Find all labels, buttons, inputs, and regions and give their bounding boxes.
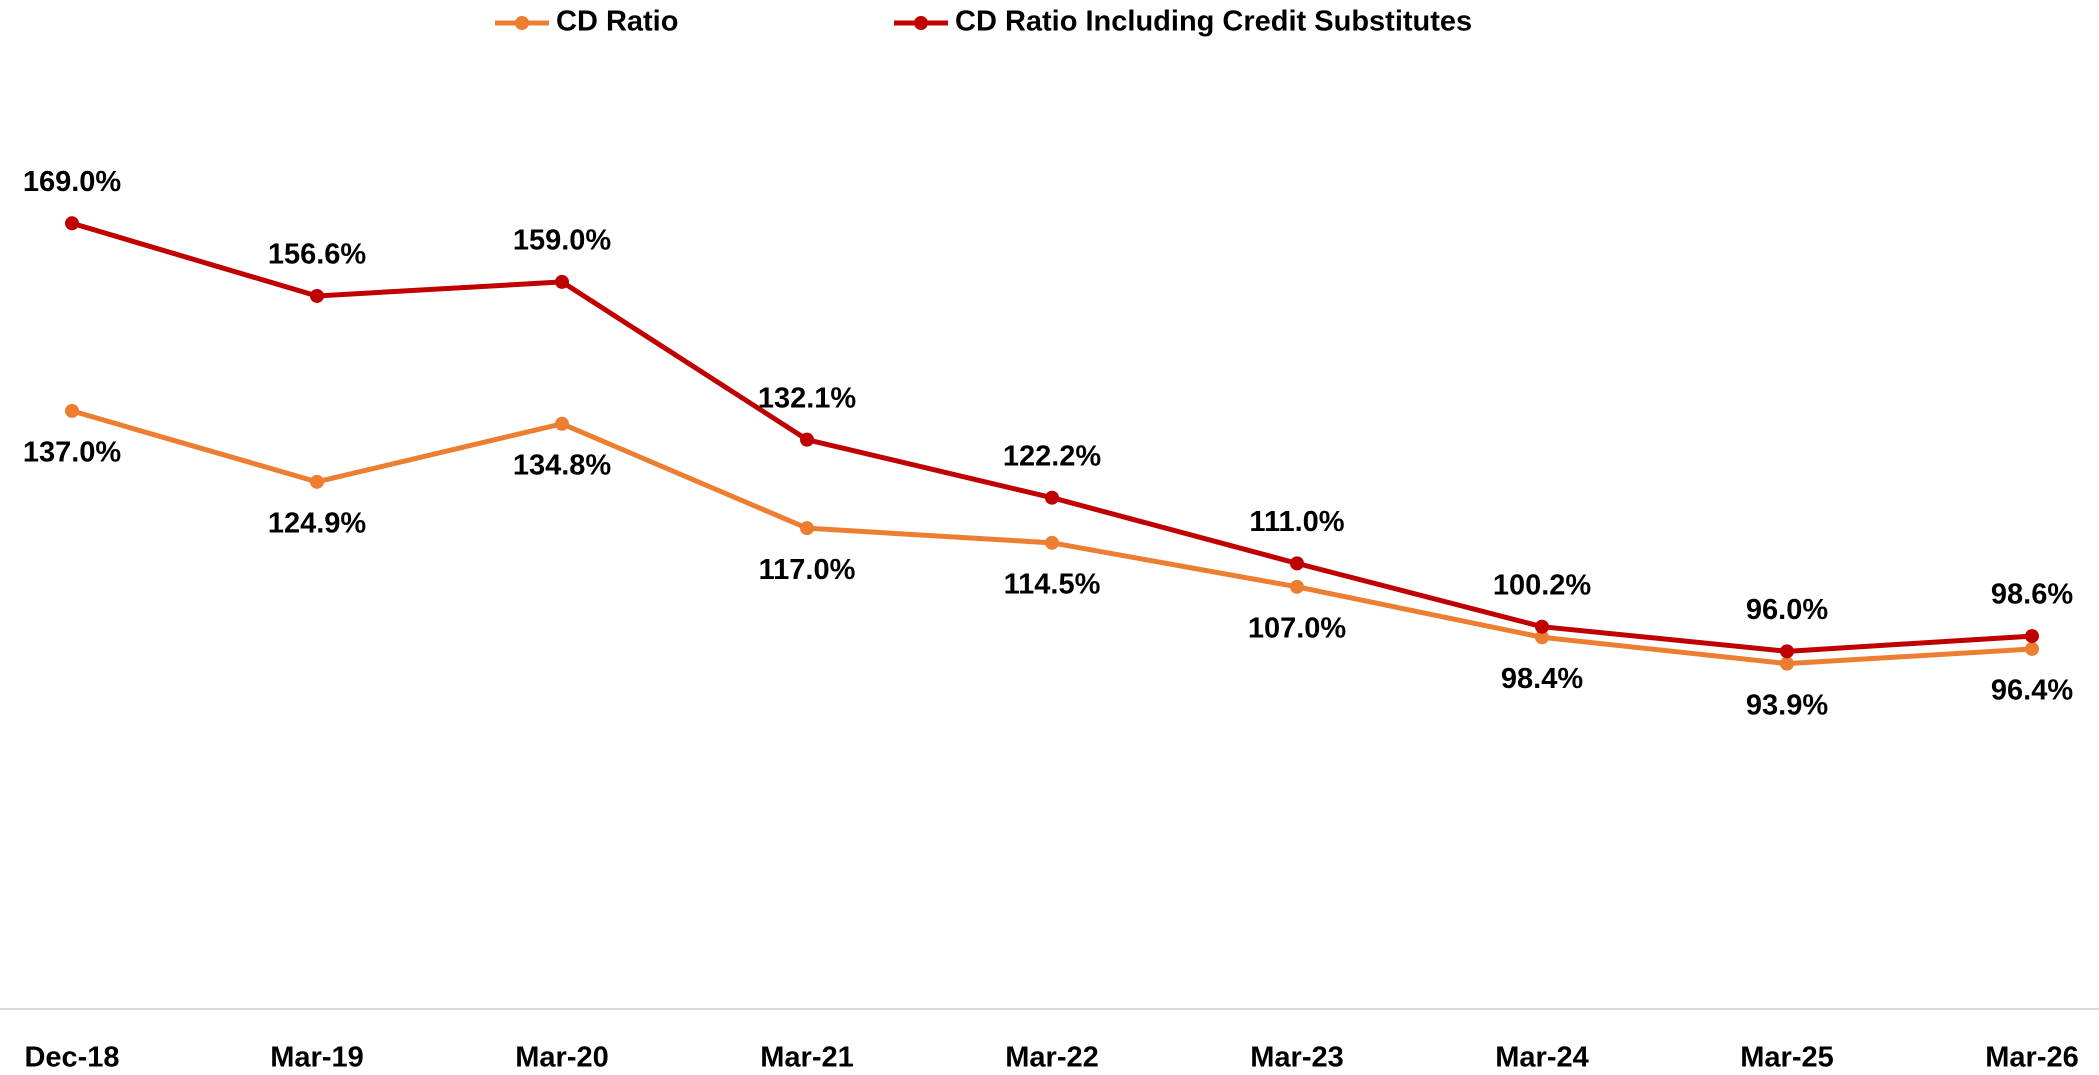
data-point — [1045, 490, 1059, 505]
data-point — [65, 403, 79, 418]
data-label: 122.2% — [1003, 440, 1102, 472]
x-tick-label: Mar-20 — [515, 1042, 609, 1074]
x-tick-label: Mar-23 — [1250, 1042, 1344, 1074]
data-label: 114.5% — [1004, 568, 1101, 600]
data-point — [1780, 656, 1794, 671]
data-label: 132.1% — [758, 382, 857, 414]
data-point — [2025, 629, 2039, 644]
x-tick-label: Mar-24 — [1495, 1042, 1589, 1074]
data-point — [2025, 641, 2039, 656]
data-point — [310, 288, 324, 303]
x-tick-label: Mar-22 — [1005, 1042, 1099, 1074]
legend-label: CD Ratio Including Credit Substitutes — [955, 6, 1472, 38]
data-label: 96.0% — [1746, 594, 1828, 626]
data-label: 117.0% — [759, 554, 856, 586]
data-point — [1780, 644, 1794, 659]
data-point — [1290, 556, 1304, 571]
data-label: 111.0% — [1249, 506, 1344, 538]
data-label: 124.9% — [268, 508, 367, 540]
data-label: 169.0% — [23, 166, 122, 198]
data-label: 159.0% — [513, 225, 612, 257]
x-tick-label: Mar-21 — [760, 1042, 854, 1074]
data-label: 100.2% — [1493, 569, 1592, 601]
legend-marker — [515, 16, 529, 30]
data-label: 96.4% — [1991, 675, 2073, 707]
data-point — [1045, 535, 1059, 550]
data-point — [555, 274, 569, 289]
data-label: 98.4% — [1501, 663, 1583, 695]
data-point — [800, 432, 814, 447]
x-tick-label: Mar-19 — [270, 1042, 364, 1074]
data-point — [555, 416, 569, 431]
data-point — [1535, 630, 1549, 645]
x-tick-label: Dec-18 — [24, 1042, 119, 1074]
data-point — [1535, 619, 1549, 634]
data-label: 156.6% — [268, 239, 367, 271]
legend-marker — [914, 16, 928, 30]
data-point — [800, 521, 814, 536]
data-label: 98.6% — [1991, 579, 2073, 611]
data-point — [65, 216, 79, 231]
data-label: 93.9% — [1746, 689, 1828, 721]
x-tick-label: Mar-26 — [1985, 1042, 2079, 1074]
data-label: 134.8% — [513, 449, 612, 481]
legend-label: CD Ratio — [556, 6, 678, 38]
data-point — [1290, 579, 1304, 594]
data-label: 137.0% — [23, 437, 122, 469]
x-tick-label: Mar-25 — [1740, 1042, 1834, 1074]
data-label: 107.0% — [1248, 612, 1347, 644]
data-point — [310, 474, 324, 489]
